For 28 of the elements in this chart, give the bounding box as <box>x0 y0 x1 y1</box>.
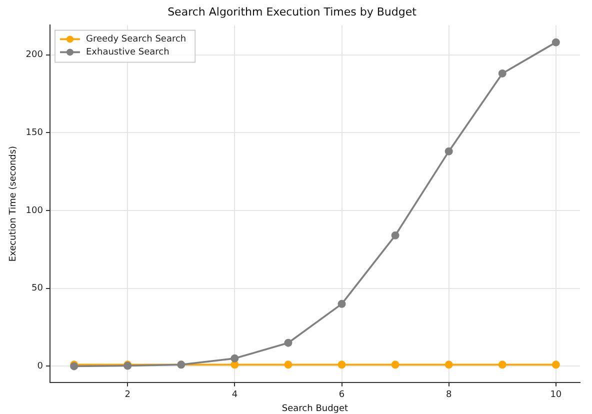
x-tick-label: 8 <box>446 390 452 400</box>
x-axis-title: Search Budget <box>282 404 349 414</box>
y-tick-label: 0 <box>37 362 44 372</box>
point <box>498 69 506 78</box>
point <box>230 354 239 362</box>
point <box>552 360 560 369</box>
x-tick-label: 2 <box>124 390 130 400</box>
legend-label: Greedy Search Search <box>86 34 186 45</box>
x-tick-label: 6 <box>338 390 345 400</box>
point <box>391 360 400 369</box>
point <box>391 231 400 240</box>
point <box>284 360 292 369</box>
point <box>444 360 453 369</box>
y-tick-label: 200 <box>26 50 44 60</box>
chart-title: Search Algorithm Execution Times by Budget <box>168 5 418 18</box>
point <box>498 360 506 369</box>
point <box>444 147 453 156</box>
x-tick-label: 4 <box>232 390 238 400</box>
y-axis-title: Execution Time (seconds) <box>8 146 19 262</box>
point <box>552 38 560 46</box>
y-tick-label: 150 <box>26 128 44 138</box>
y-tick-label: 50 <box>32 284 44 294</box>
x-tick-label: 10 <box>550 390 562 400</box>
legend-label: Exhaustive Search <box>86 48 170 58</box>
point <box>284 338 292 347</box>
point <box>338 300 346 308</box>
point <box>338 360 346 369</box>
y-tick-label: 100 <box>26 206 44 216</box>
